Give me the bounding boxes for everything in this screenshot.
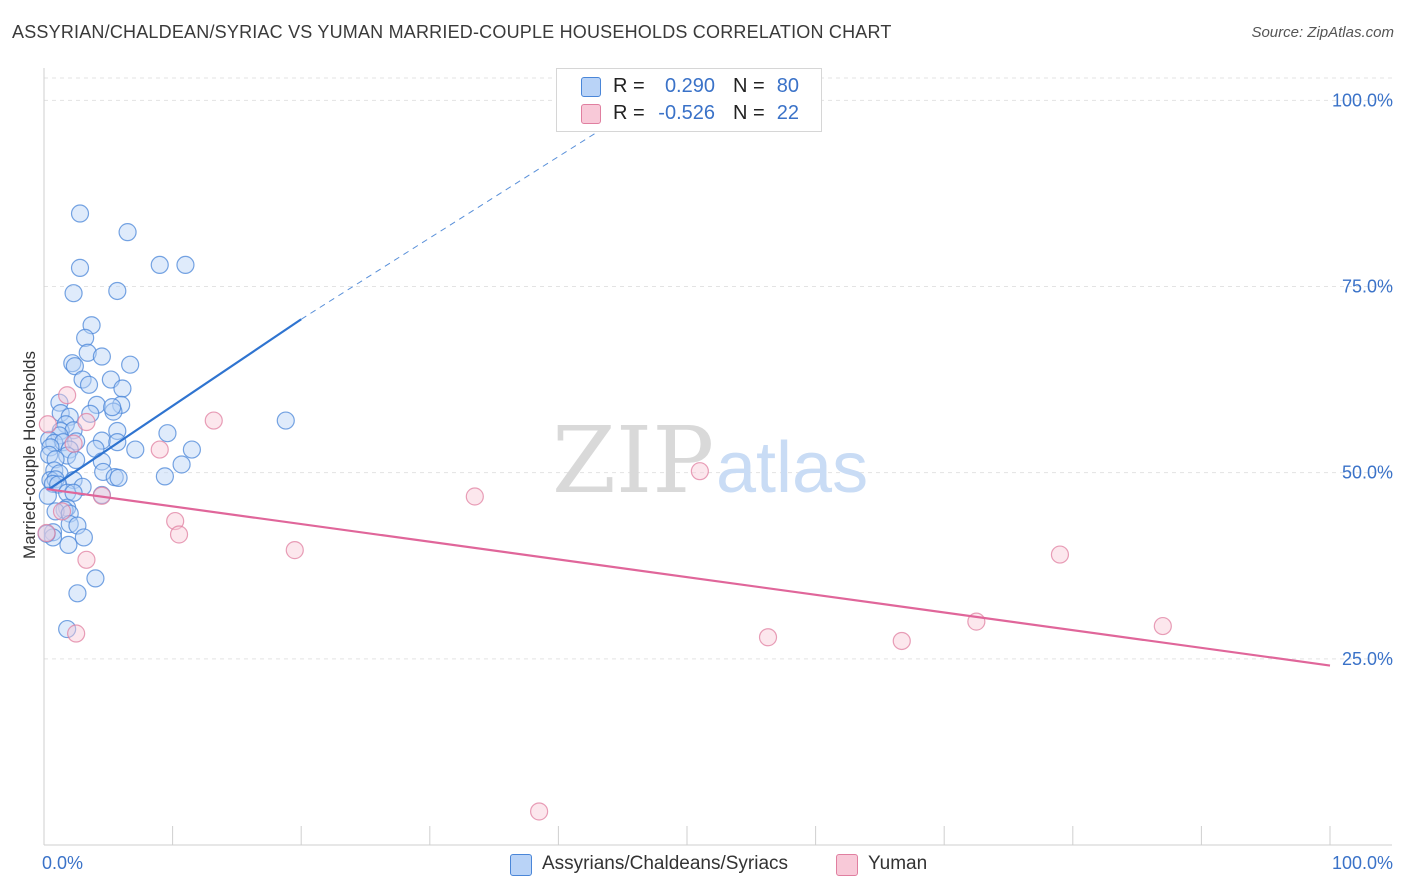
data-point-assyrians [155, 467, 174, 486]
data-point-assyrians [38, 486, 57, 505]
y-axis-label: Married-couple Households [20, 351, 39, 559]
data-point-assyrians [59, 535, 78, 555]
data-point-assyrians [176, 255, 195, 275]
stats-row-yuman: R = -0.526 N = 22 [557, 100, 821, 126]
data-point-yuman [892, 631, 911, 651]
data-point-assyrians [41, 438, 60, 457]
legend-swatch-pink [836, 854, 858, 876]
series-assyrians-points [37, 204, 295, 639]
data-point-assyrians [121, 355, 140, 374]
data-point-assyrians [108, 281, 127, 301]
r-value: -0.526 [658, 102, 715, 124]
data-point-yuman [1153, 616, 1172, 636]
x-tick-label-max: 100.0% [1332, 853, 1393, 873]
data-point-assyrians [43, 523, 63, 542]
data-point-yuman [150, 440, 169, 459]
data-point-assyrians [276, 411, 295, 430]
data-point-assyrians [64, 421, 83, 440]
data-point-yuman [285, 541, 304, 560]
data-point-yuman [52, 502, 72, 521]
data-point-assyrians [51, 403, 70, 423]
stats-box: R = 0.290 N = 80 R = -0.526 N = 22 [556, 68, 822, 132]
data-point-yuman [38, 415, 57, 434]
data-point-assyrians [150, 255, 169, 275]
axes [43, 68, 1392, 846]
chart-title: ASSYRIAN/CHALDEAN/SYRIAC VS YUMAN MARRIE… [12, 22, 892, 42]
y-tick-label: 75.0% [1342, 277, 1393, 297]
watermark-atlas: atlas [716, 428, 868, 508]
data-point-assyrians [92, 347, 111, 366]
watermark: ZIP atlas [552, 407, 868, 514]
n-label: N = [733, 102, 765, 124]
data-point-assyrians [76, 328, 95, 347]
watermark-zip: ZIP [552, 407, 714, 514]
data-point-assyrians [63, 354, 82, 373]
data-point-assyrians [46, 502, 65, 521]
data-point-yuman [166, 511, 185, 531]
stats-swatch-pink [581, 104, 601, 124]
legend-label-assyrians: Assyrians/Chaldeans/Syriacs [542, 853, 789, 874]
data-point-assyrians [126, 440, 145, 459]
data-point-assyrians [172, 455, 191, 474]
data-point-yuman [77, 550, 96, 569]
y-tick-label: 25.0% [1342, 649, 1393, 669]
data-point-assyrians [113, 379, 132, 398]
legend-swatch-blue [510, 854, 532, 876]
data-point-yuman [204, 411, 223, 430]
trend-lines [46, 107, 1331, 667]
data-point-assyrians [70, 204, 90, 223]
trend-line-assyrians [48, 318, 302, 490]
n-label: N = [733, 75, 765, 97]
r-label: R = [613, 102, 645, 124]
data-point-assyrians [64, 284, 83, 303]
data-point-yuman [530, 802, 549, 821]
data-point-yuman [465, 487, 484, 506]
data-point-yuman [67, 624, 86, 643]
data-point-yuman [169, 525, 189, 544]
data-point-yuman [37, 523, 56, 543]
data-point-assyrians [65, 357, 84, 376]
gridlines [44, 77, 1392, 660]
data-point-yuman [58, 386, 77, 405]
data-point-assyrians [103, 398, 122, 417]
data-point-yuman [690, 462, 709, 481]
data-point-yuman [77, 412, 96, 432]
data-point-assyrians [87, 395, 106, 415]
data-point-yuman [1050, 545, 1070, 564]
data-point-assyrians [58, 619, 77, 639]
data-point-assyrians [79, 375, 99, 394]
data-point-assyrians [94, 462, 113, 482]
trend-line-assyrians-extension [300, 107, 636, 320]
y-tick-label: 100.0% [1332, 90, 1393, 110]
data-point-yuman [758, 628, 778, 647]
data-point-assyrians [70, 258, 90, 277]
tick-labels: 25.0% 50.0% 75.0% 100.0% 0.0% 100.0% [42, 90, 1393, 873]
legend-label-yuman: Yuman [868, 853, 928, 874]
x-tick-label-min: 0.0% [42, 853, 83, 873]
data-point-assyrians [158, 424, 177, 443]
stats-row-assyrians: R = 0.290 N = 80 [557, 73, 821, 99]
data-point-assyrians [78, 343, 97, 362]
y-tick-label: 50.0% [1342, 463, 1393, 483]
trend-line-yuman [46, 487, 1331, 667]
r-value: 0.290 [664, 75, 715, 97]
r-label: R = [613, 75, 645, 97]
data-point-assyrians [73, 477, 92, 496]
data-point-assyrians [40, 430, 59, 450]
n-value: 80 [776, 75, 799, 97]
data-point-assyrians [118, 223, 137, 242]
data-point-assyrians [74, 528, 93, 547]
stats-swatch-blue [581, 77, 601, 97]
data-point-assyrians [86, 569, 105, 588]
data-point-yuman [64, 434, 83, 453]
data-point-assyrians [182, 440, 201, 459]
n-value: 22 [776, 102, 799, 124]
source-label: Source: ZipAtlas.com [1251, 24, 1394, 41]
data-point-assyrians [68, 584, 87, 603]
data-point-assyrians [109, 468, 128, 487]
